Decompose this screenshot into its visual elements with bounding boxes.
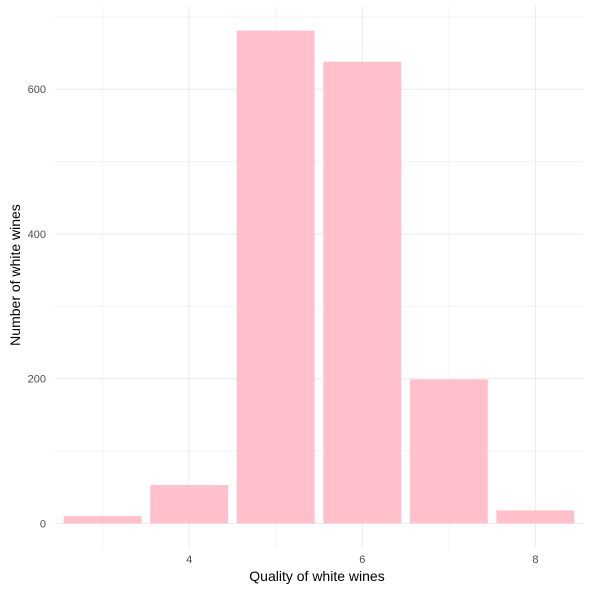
y-tick-label: 400 [28,229,46,241]
y-axis-ticks: 0 200 400 600 [28,84,46,530]
bars [63,30,575,524]
x-tick-label: 6 [359,554,365,566]
bar-quality-8 [496,510,575,524]
y-axis-title: Number of white wines [7,204,23,346]
bar-quality-3 [63,516,142,524]
y-tick-label: 600 [28,84,46,96]
y-tick-label: 200 [28,374,46,386]
x-tick-label: 4 [186,554,192,566]
x-axis-title: Quality of white wines [249,568,384,584]
x-axis-ticks: 4 6 8 [186,554,538,566]
bar-quality-5 [236,30,315,524]
grid-lines [55,6,583,548]
y-tick-label: 0 [40,518,46,530]
bar-quality-7 [409,379,488,524]
bar-quality-6 [323,61,402,524]
bar-quality-4 [150,485,229,524]
x-tick-label: 8 [532,554,538,566]
